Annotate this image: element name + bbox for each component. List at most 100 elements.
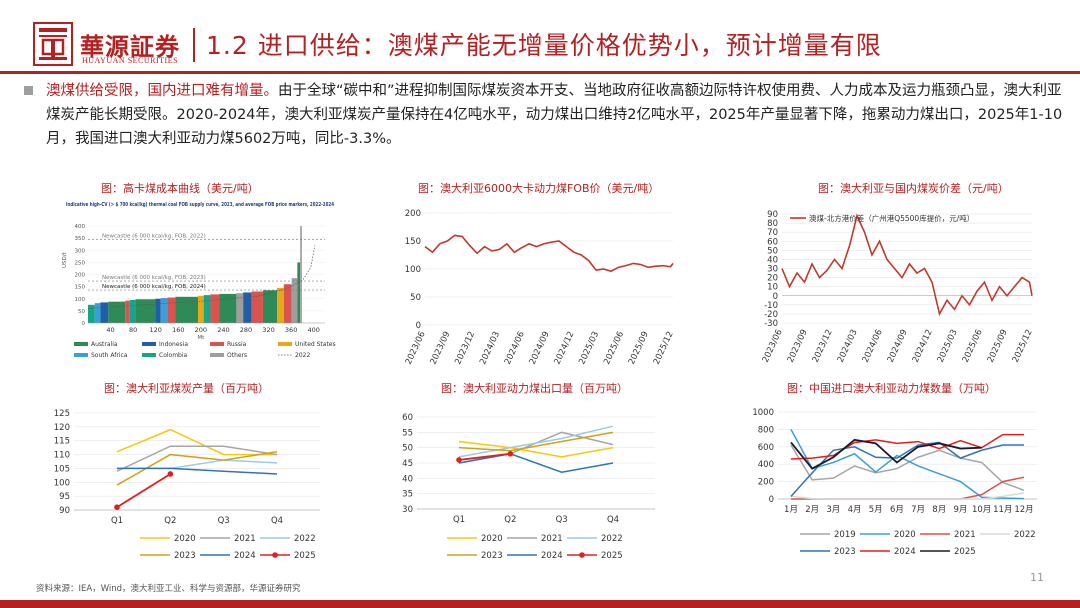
- cost-x-tick: 240: [217, 326, 229, 334]
- series-line-2024: [458, 453, 614, 473]
- legend-label: 2022: [1014, 530, 1036, 540]
- x-tick-label: 8月: [932, 505, 946, 515]
- x-tick-label: 5月: [869, 505, 883, 515]
- cost-legend-label: Colombia: [159, 352, 188, 359]
- cost-marker-label: Newcastle (6 000 kcal/kg, FOB, 2024): [102, 284, 206, 290]
- chart-title-imports: 图：中国进口澳大利亚动力煤数量（万吨）: [787, 382, 996, 395]
- cost-y-tick: 0: [82, 321, 86, 327]
- legend-label: 2025: [954, 547, 976, 557]
- header: 華源証券 HUAYUAN SECURITIES 1.2 进口供给：澳煤产能无增量…: [0, 0, 1080, 74]
- y-tick-label: 45: [402, 459, 413, 469]
- x-tick-label: 4月: [848, 505, 862, 515]
- legend-label: 2020: [894, 530, 916, 540]
- y-tick-label: 100: [54, 478, 70, 488]
- series-line-2019: [790, 444, 1025, 492]
- x-tick-label: 2024/03: [478, 330, 502, 366]
- x-tick-label: 3月: [826, 505, 840, 515]
- x-tick-label: 2月: [805, 505, 819, 515]
- y-tick-label: 70: [767, 228, 778, 238]
- y-tick-label: 90: [767, 210, 778, 220]
- y-tick-label: 800: [758, 425, 774, 435]
- cost-bar-indonesia: [243, 292, 252, 323]
- series-line-2023: [458, 431, 614, 452]
- cost-marker-label: Newcastle (6 000 kcal/kg, FOB, 2023): [102, 275, 206, 281]
- cost-bar-indonesia: [100, 302, 109, 323]
- cost-legend-swatch: [74, 342, 88, 346]
- x-tick-label: 2024/03: [836, 328, 860, 364]
- cost-bar-indonesia: [155, 298, 161, 323]
- series-line-2024: [117, 467, 278, 475]
- x-tick-label: 2024/12: [553, 330, 577, 366]
- x-tick-label: 2024/09: [528, 330, 552, 366]
- cost-bar-others: [236, 293, 244, 323]
- legend-label: 2024: [894, 547, 916, 557]
- series-line-2025: [116, 473, 171, 508]
- chart-title-cost-curve: 图：高卡煤成本曲线（美元/吨）: [101, 182, 259, 195]
- cost-bar-russia: [167, 297, 176, 323]
- cost-marker-label: Newcastle (6 000 kcal/kg, FOB, 2022): [102, 233, 206, 239]
- cost-legend-swatch: [210, 342, 224, 346]
- legend-label: 2025: [294, 551, 316, 561]
- cost-legend-swatch: [210, 353, 224, 357]
- series-point-2025: [507, 451, 514, 457]
- x-tick-label: 2025/06: [602, 330, 626, 366]
- company-name-en: HUAYUAN SECURITIES: [82, 56, 179, 65]
- y-tick-label: 200: [405, 209, 421, 219]
- cost-x-tick: 120: [150, 326, 162, 334]
- legend-label: 2023: [834, 547, 856, 557]
- x-tick-label: 1月: [784, 505, 798, 515]
- page-number: 11: [1030, 571, 1044, 584]
- logo-icon: [33, 22, 73, 66]
- x-tick-label: Q4: [607, 515, 619, 525]
- series-line-2022: [458, 425, 614, 458]
- series-line: [781, 213, 1033, 317]
- summary-highlight: 澳煤供给受限，国内进口难有增量。: [46, 83, 278, 99]
- cost-curve-subtitle: Indicative high-CV (> $ 700 kcal/kg) the…: [66, 202, 334, 208]
- cost-legend-label: 2022: [295, 352, 310, 359]
- y-tick-label: 1000: [752, 408, 774, 418]
- cost-x-tick: 400: [308, 326, 320, 334]
- cost-bar-russia: [125, 300, 130, 323]
- y-tick-label: 50: [410, 293, 421, 303]
- x-tick-label: Q2: [504, 515, 516, 525]
- legend-label: 2021: [954, 530, 976, 540]
- y-tick-label: 120: [54, 423, 70, 433]
- series-line-2024: [790, 433, 1024, 460]
- series-line: [424, 234, 674, 273]
- chart-title-fob-price: 图：澳大利亚6000大卡动力煤FOB价（美元/吨）: [418, 182, 660, 195]
- legend-label: 2021: [234, 534, 256, 544]
- cost-legend-label: Russia: [227, 341, 247, 348]
- bullet-square-icon: [24, 86, 33, 95]
- x-tick-label: 6月: [890, 505, 904, 515]
- cost-bar-south-africa: [160, 298, 168, 323]
- cost-bar-colombia: [203, 295, 211, 323]
- y-tick-label: -30: [764, 319, 778, 329]
- y-tick-label: 100: [405, 265, 421, 275]
- cost-bar-united-states: [198, 295, 204, 323]
- x-tick-label: 2025/03: [577, 330, 601, 366]
- cost-x-tick: 360: [285, 326, 297, 334]
- cost-legend-swatch: [142, 353, 156, 357]
- x-tick-label: 2025/12: [1011, 328, 1035, 364]
- cost-bar-australia: [219, 293, 237, 323]
- series-point-2025: [456, 457, 462, 463]
- header-divider: [193, 28, 195, 62]
- cost-bar-australia: [262, 290, 278, 323]
- series-point-2025: [114, 504, 120, 511]
- y-tick-label: 60: [402, 413, 413, 423]
- x-tick-label: Q1: [111, 516, 123, 526]
- y-tick-label: 105: [54, 464, 70, 474]
- y-tick-label: 35: [402, 490, 413, 500]
- series-point-2025: [167, 471, 174, 477]
- series-line-2025: [790, 438, 982, 470]
- cost-bar-russia: [283, 284, 292, 323]
- cost-x-tick: 320: [262, 326, 274, 334]
- source-note: 资料来源：IEA，Wind，澳大利亚工业、科学与资源部，华源证券研究: [36, 584, 301, 594]
- cost-bar-south-africa: [94, 303, 101, 323]
- y-tick-label: -20: [764, 310, 778, 320]
- y-tick-label: 60: [767, 237, 778, 247]
- chart-title-production: 图：澳大利亚煤炭产量（百万吨）: [104, 382, 269, 395]
- cost-legend-label: United States: [295, 341, 336, 348]
- x-tick-label: 2024/06: [861, 328, 885, 364]
- cost-bar-colombia: [88, 304, 95, 323]
